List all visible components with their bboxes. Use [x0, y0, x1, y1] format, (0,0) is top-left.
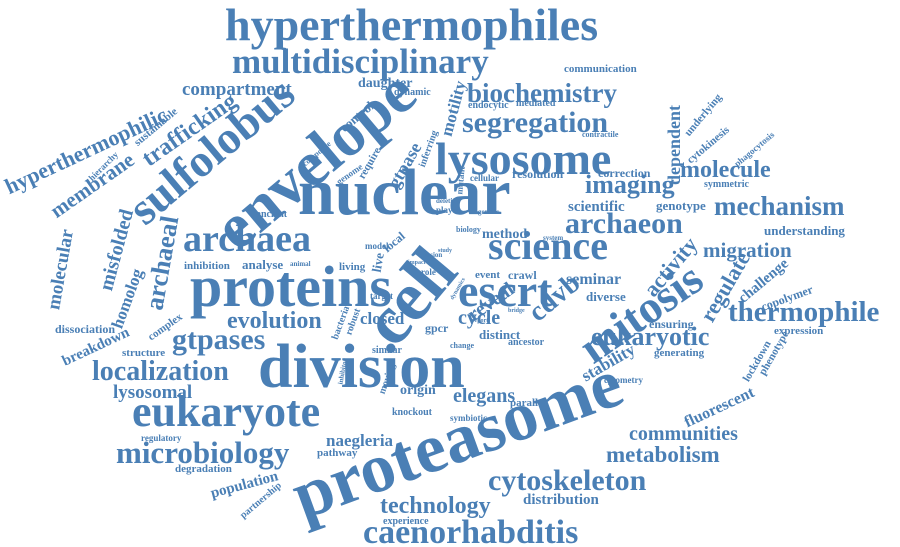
- word-ensuring: ensuring: [649, 317, 694, 331]
- word-ancient: ancient: [256, 209, 288, 220]
- word-multidisciplinary: multidisciplinary: [232, 42, 489, 81]
- word-symmetric: symmetric: [704, 179, 749, 190]
- word-player: player: [436, 205, 461, 215]
- word-distribution: distribution: [523, 492, 599, 508]
- word-genetic: genetic: [478, 208, 499, 216]
- word-similar: similar: [372, 345, 402, 356]
- word-inhibition: inhibition: [184, 260, 230, 272]
- word-degradation: degradation: [175, 463, 232, 475]
- word-biology: biology: [456, 225, 481, 234]
- word-dissociation: dissociation: [55, 322, 116, 336]
- word-scientific: scientific: [568, 199, 625, 215]
- word-mechanism: mechanism: [714, 191, 845, 221]
- word-lysosomal: lysosomal: [113, 382, 193, 403]
- word-division: division: [258, 333, 465, 401]
- word-event: event: [475, 269, 501, 281]
- word-animal: animal: [290, 260, 311, 268]
- word-eukaryote: eukaryote: [132, 387, 321, 436]
- word-parallel: parallel: [510, 397, 547, 409]
- word-method: method: [482, 227, 528, 242]
- word-structure: structure: [122, 347, 166, 359]
- word-knockout: knockout: [392, 407, 433, 418]
- word-microbiology: microbiology: [116, 435, 290, 470]
- word-experience: experience: [383, 516, 429, 527]
- word-archaeon: archaeon: [565, 207, 683, 240]
- word-impact: impact: [408, 260, 426, 266]
- word-genotype: genotype: [656, 198, 706, 213]
- word-caenorhabditis: caenorhabditis: [363, 514, 579, 547]
- word-gpcr: gpcr: [425, 321, 449, 335]
- word-molecule: molecule: [680, 157, 771, 183]
- word-crawl: crawl: [508, 268, 537, 282]
- word-science: science: [488, 223, 608, 268]
- word-fusion: fusion: [424, 251, 443, 259]
- word-nuclear: nuclear: [298, 156, 511, 229]
- word-technology: technology: [380, 493, 491, 519]
- word-dynamic: dynamic: [394, 87, 431, 98]
- word-living: living: [339, 261, 366, 273]
- word-deletion: deletion: [436, 197, 460, 205]
- word-seminar: seminar: [566, 271, 622, 288]
- word-closed: closed: [360, 309, 405, 328]
- word-cellular: cellular: [470, 173, 499, 183]
- word-migration: migration: [703, 238, 792, 262]
- word-model: model: [365, 241, 389, 251]
- word-contractile: contractile: [582, 130, 619, 139]
- word-endocytic: endocytic: [468, 100, 509, 111]
- word-communication: communication: [564, 63, 637, 75]
- word-target: target: [370, 291, 393, 301]
- word-resolution: resolution: [512, 167, 564, 181]
- word-distinct: distinct: [479, 327, 521, 342]
- word-eukaryotic: eukaryotic: [591, 322, 710, 351]
- word-symbiotic: symbiotic: [450, 413, 487, 423]
- word-biochemistry: biochemistry: [467, 78, 617, 108]
- word-system: system: [543, 234, 564, 242]
- word-lysosome: lysosome: [435, 133, 612, 184]
- word-localization: localization: [92, 356, 229, 387]
- word-escrt: escrt: [458, 265, 553, 316]
- word-origin: origin: [400, 383, 436, 398]
- word-hyperthermophiles: hyperthermophiles: [225, 0, 599, 50]
- word-naegleria: naegleria: [326, 431, 394, 450]
- word-proteins: proteins: [190, 254, 392, 319]
- word-ancestor: ancestor: [508, 337, 545, 348]
- word-study: study: [438, 248, 453, 254]
- word-communities: communities: [629, 423, 738, 445]
- word-evolution: evolution: [227, 308, 322, 334]
- word-elegans: elegans: [453, 385, 516, 407]
- word-expression: expression: [774, 325, 824, 337]
- word-role: role: [421, 267, 436, 277]
- word-bridge: bridge: [508, 308, 525, 314]
- word-diverse: diverse: [586, 289, 626, 304]
- word-metabolism: metabolism: [606, 442, 720, 467]
- word-gtpases: gtpases: [172, 323, 266, 356]
- word-report: report: [472, 318, 489, 324]
- word-cytoskeleton: cytoskeleton: [488, 464, 647, 497]
- word-cytometry: cytometry: [604, 375, 643, 385]
- word-archaea: archaea: [183, 218, 312, 260]
- word-mediated: mediated: [516, 98, 556, 109]
- word-compartment: compartment: [182, 79, 292, 100]
- word-thermophile: thermophile: [728, 296, 880, 328]
- word-segregation: segregation: [462, 106, 609, 139]
- word-molecular: molecular: [43, 227, 79, 312]
- word-pathway: pathway: [317, 447, 358, 459]
- word-generating: generating: [654, 347, 705, 359]
- word-understanding: understanding: [764, 223, 845, 238]
- word-correction: correction: [598, 166, 651, 180]
- word-change: change: [450, 341, 474, 350]
- word-analyse: analyse: [242, 257, 284, 272]
- word-imaging: imaging: [585, 170, 675, 199]
- word-daughter: daughter: [358, 76, 413, 91]
- word-cycle: cycle: [458, 307, 501, 329]
- word-regulatory: regulatory: [141, 433, 182, 443]
